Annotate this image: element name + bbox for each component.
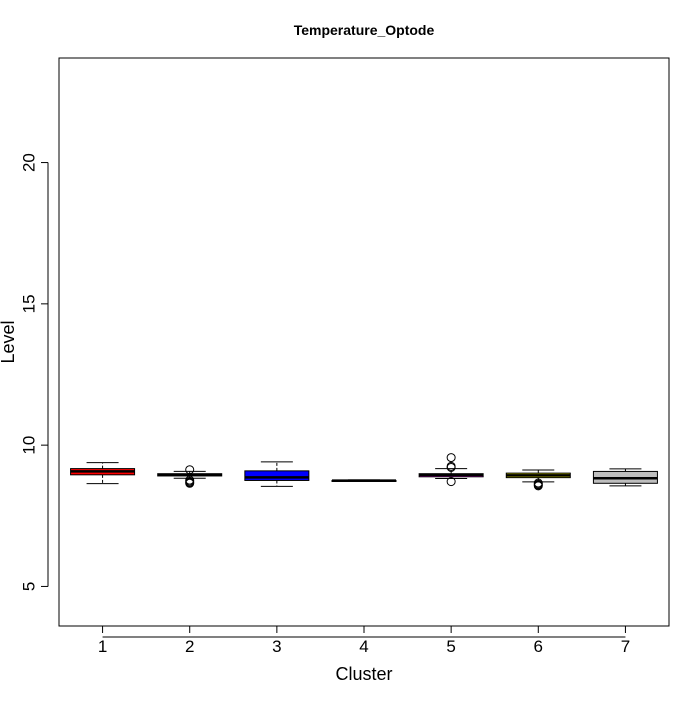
box-series (70, 453, 658, 491)
box-cluster-3 (244, 461, 310, 487)
outlier-point (185, 478, 195, 488)
box-cluster-4 (331, 479, 397, 482)
box-cluster-1 (70, 462, 136, 485)
box-cluster-7 (592, 468, 658, 487)
y-tick-label: 5 (19, 582, 38, 591)
outlier-point (185, 465, 195, 475)
x-tick-label: 1 (98, 637, 107, 656)
y-tick-label: 20 (19, 153, 38, 172)
box-cluster-5 (418, 453, 484, 487)
x-axis: 1 2 3 4 5 6 7 (98, 626, 630, 656)
y-tick-label: 15 (19, 294, 38, 313)
x-tick-label: 2 (185, 637, 194, 656)
box-cluster-2 (157, 465, 223, 488)
outlier-point (446, 477, 456, 487)
y-axis-label: Level (0, 320, 18, 363)
x-tick-label: 5 (446, 637, 455, 656)
outlier-point (533, 481, 543, 491)
x-tick-label: 3 (272, 637, 281, 656)
x-tick-label: 4 (359, 637, 368, 656)
y-tick-label: 10 (19, 436, 38, 455)
x-tick-label: 7 (621, 637, 630, 656)
y-axis: 5 10 15 20 (19, 153, 49, 591)
box-cluster-6 (505, 469, 571, 491)
outlier-point (446, 453, 456, 463)
box-body (244, 470, 310, 481)
chart-title: Temperature_Optode (294, 22, 435, 38)
x-axis-label: Cluster (335, 664, 392, 684)
x-tick-label: 6 (534, 637, 543, 656)
outlier-point (446, 462, 456, 472)
